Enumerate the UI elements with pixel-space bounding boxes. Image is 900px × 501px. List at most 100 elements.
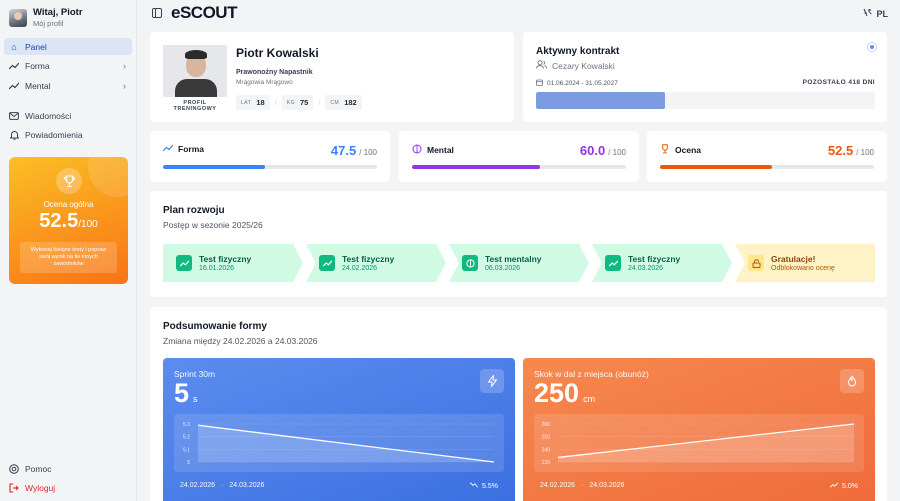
change-value: 5.5% [482,482,498,490]
series-area [558,424,854,462]
language-switcher[interactable]: PL [863,8,888,19]
sidebar-item-messages[interactable]: Wiadomości [4,107,132,124]
contract-progress-fill [536,92,665,109]
sidebar-toggle-icon[interactable] [152,8,162,18]
jump-card[interactable]: Skok w dal z miejsca (obunóż) 250 cm 260 2… [523,358,875,501]
contract-card: Aktywny kontrakt Cezary Kowalski 01.06.2… [523,32,887,122]
summary-subtitle: Zmiana między 24.02.2026 a 24.03.2026 [163,336,318,346]
metric-card-mental[interactable]: Mental 60.0/ 100 [399,131,639,182]
overall-score-card: Ocena ogólna 52.5/100 Wykonaj kolejne te… [9,157,128,284]
date-range: 24.02.2026 · 24.03.2026 [180,482,264,489]
metric-max: / 100 [856,148,874,157]
metric-bar [660,165,874,169]
lock-icon [748,255,764,271]
chevron-right-icon: › [123,60,126,71]
metric-label: Forma [178,144,204,154]
chevron-right-icon: › [123,80,126,91]
contract-agent: Cezary Kowalski [536,60,615,71]
step-title: Test fizyczny [199,254,252,264]
y-tick-label: 240 [542,447,551,453]
logout-icon [9,482,19,493]
series-line [197,424,495,463]
metric-card-ocena[interactable]: Ocena 52.5/ 100 [647,131,887,182]
plan-step-reward[interactable]: Gratulacje! Odblokowano ocenę [735,244,875,282]
test-value: 250 cm [534,378,595,409]
metric-bar-fill [660,165,773,169]
contract-date-range: 01.06.2024 - 31.05.2027 [547,80,618,87]
user-menu[interactable]: Witaj, Piotr Mój profil [9,7,83,28]
sidebar-item-label: Pomoc [25,463,52,474]
step-date: 24.02.2026 [342,265,378,272]
flame-icon [840,369,864,393]
y-tick-label: 5.3 [183,422,190,428]
top-bar: eSCOUT PL [137,0,900,27]
sidebar-item-forma[interactable]: Forma › [4,57,132,74]
metric-max: / 100 [608,148,626,157]
plan-step[interactable]: Test mentalny 06.03.2026 [449,244,589,282]
photo-caption: PROFIL TRENINGOWY [173,100,217,112]
summary-title: Podsumowanie formy [163,321,267,332]
sidebar-item-panel[interactable]: ⌂ Panel [4,38,132,55]
logout-button[interactable]: Wyloguj [4,479,132,496]
metric-bar-fill [412,165,541,169]
player-photo [163,45,227,97]
contract-dates: 01.06.2024 - 31.05.2027 [536,79,618,88]
step-title: Gratulacje! [771,254,816,264]
test-label: Skok w dal z miejsca (obunóż) [534,369,649,379]
metric-label: Ocena [675,145,701,155]
test-number: 5 [174,378,190,408]
plan-subtitle: Postęp w sezonie 2025/26 [163,220,263,230]
score-max: /100 [78,219,98,230]
player-position: Prawonożny Napastnik [236,69,313,76]
sidebar-item-help[interactable]: Pomoc [4,460,132,477]
series-line [557,423,855,459]
stat-key: LAT [241,99,252,106]
score-number: 52.5 [39,210,79,232]
sidebar-item-mental[interactable]: Mental › [4,77,132,94]
score-label: Ocena ogólna [43,200,94,209]
trend-down-icon [469,482,479,490]
step-date: 24.03.2026 [628,265,664,272]
profile-link[interactable]: Mój profil [33,19,64,28]
date-separator: · [581,482,584,489]
plan-title: Plan rozwoju [163,205,225,216]
stat-divider: / [274,98,277,107]
date-range: 24.02.2026 · 24.03.2026 [540,482,624,489]
stat-value: 182 [344,98,357,107]
stat-value: 75 [299,98,309,107]
metric-bar-fill [163,165,265,169]
stat-key: CM [330,99,340,106]
brain-icon [462,255,478,271]
metric-label: Mental [427,145,454,155]
sidebar-item-label: Powiadomienia [25,129,83,140]
metric-bar [412,165,626,169]
stat-age: LAT 18 [236,95,270,110]
plan-step[interactable]: Test fizyczny 24.02.2026 [306,244,446,282]
jump-chart: 260 250 240 235 [534,414,864,472]
plan-step[interactable]: Test fizyczny 16.01.2026 [163,244,303,282]
plan-step[interactable]: Test fizyczny 24.03.2026 [592,244,732,282]
change-percent: 5.0% [829,482,858,490]
form-summary-card: Podsumowanie formy Zmiana między 24.02.2… [150,307,887,501]
metric-value: 47.5/ 100 [331,143,377,158]
logo[interactable]: eSCOUT [171,3,237,22]
metric-bar [163,165,377,169]
translate-icon [863,8,873,19]
trend-up-icon [605,255,621,271]
step-title: Test mentalny [485,254,542,264]
stat-height: CM 182 [325,95,362,110]
metric-number: 60.0 [579,143,606,158]
metric-number: 52.5 [827,143,854,158]
bell-icon [9,130,19,140]
trend-up-icon [319,255,335,271]
stat-divider: / [318,98,321,107]
metric-title: Mental [412,144,454,156]
sidebar-item-notifications[interactable]: Powiadomienia [4,126,132,143]
score-value: 52.5/100 [9,210,128,233]
metric-card-forma[interactable]: Forma 47.5/ 100 [150,131,390,182]
test-unit: s [193,394,198,404]
contract-remaining: POZOSTAŁO 418 DNI [802,79,875,86]
step-date: 06.03.2026 [485,265,521,272]
